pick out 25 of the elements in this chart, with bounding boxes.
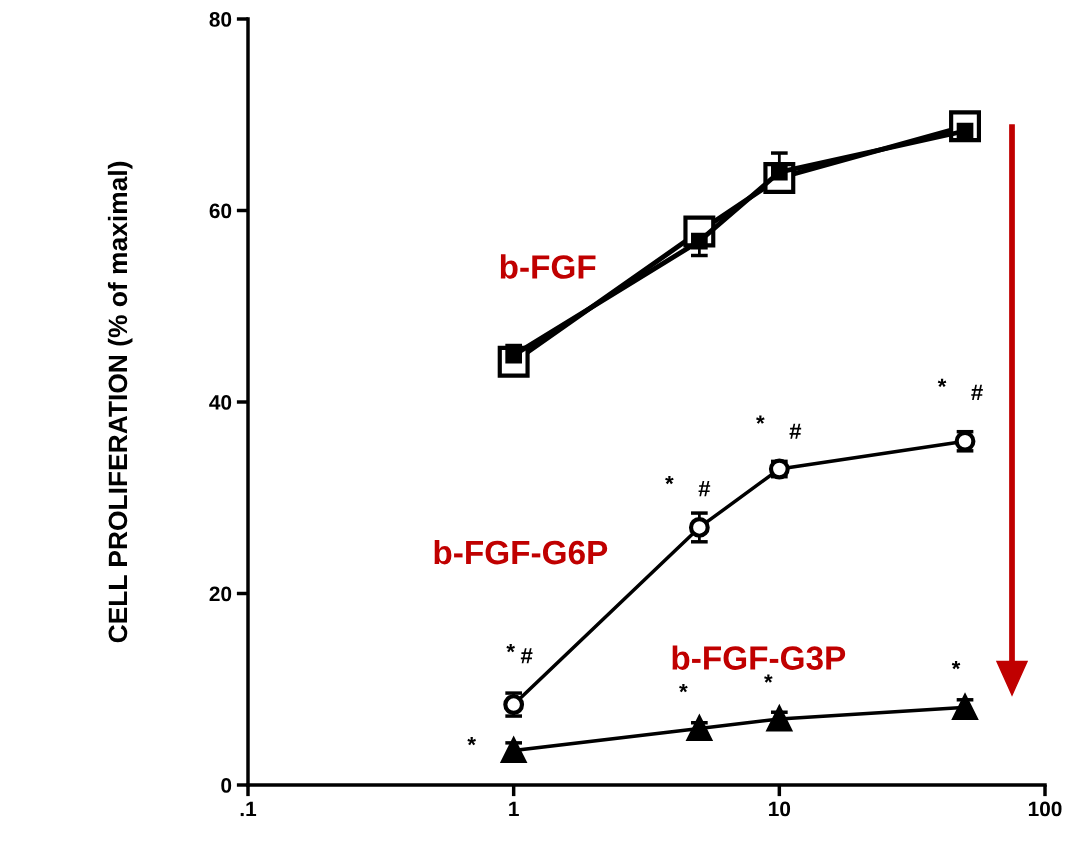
annotation: * bbox=[467, 736, 476, 746]
series-label: b-FGF bbox=[500, 254, 596, 279]
series-label: b-FGF-G6P bbox=[434, 539, 608, 565]
y-tick-label: 20 bbox=[209, 586, 232, 602]
series-label: b-FGF-G3P bbox=[672, 645, 846, 670]
y-axis-title: CELL PROLIFERATION (% of maximal) bbox=[107, 161, 133, 643]
y-tick-label: 0 bbox=[221, 778, 232, 793]
annotation: # bbox=[520, 648, 533, 664]
annotation: * bbox=[679, 683, 688, 693]
x-tick-label: 100 bbox=[1028, 801, 1062, 817]
annotation: * bbox=[665, 475, 674, 485]
annotation: # bbox=[971, 384, 983, 400]
annotation: # bbox=[789, 423, 802, 439]
x-tick-label: .1 bbox=[240, 801, 257, 817]
annotation: * bbox=[506, 644, 515, 653]
annotation: * bbox=[756, 415, 765, 424]
y-tick-label: 60 bbox=[209, 203, 232, 219]
annotation: * bbox=[937, 378, 947, 387]
annotation: * bbox=[764, 674, 773, 683]
annotation: * bbox=[951, 660, 961, 670]
annotation: # bbox=[698, 481, 711, 497]
x-tick-label: 1 bbox=[509, 801, 519, 817]
y-tick-label: 40 bbox=[209, 395, 232, 410]
y-tick-label: 80 bbox=[209, 12, 232, 27]
x-tick-label: 10 bbox=[769, 801, 791, 817]
